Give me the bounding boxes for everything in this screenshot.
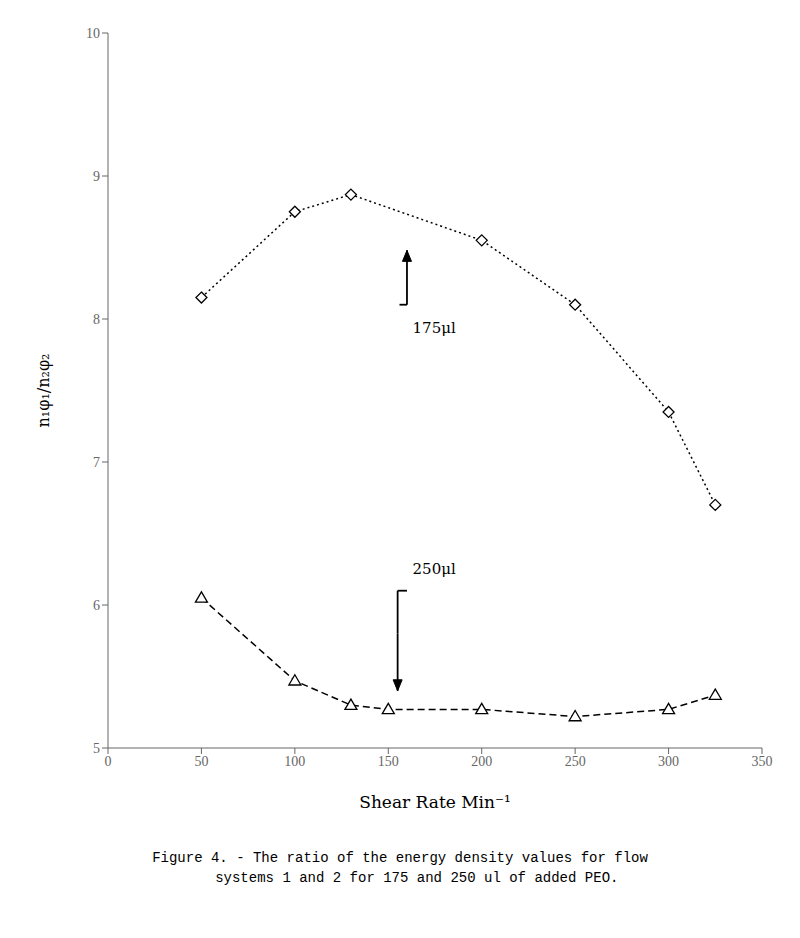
svg-text:8: 8 bbox=[93, 312, 100, 327]
svg-text:100: 100 bbox=[284, 754, 305, 769]
svg-text:175μl: 175μl bbox=[413, 319, 456, 337]
svg-text:6: 6 bbox=[93, 598, 100, 613]
svg-text:150: 150 bbox=[378, 754, 399, 769]
svg-text:250: 250 bbox=[565, 754, 586, 769]
svg-text:9: 9 bbox=[93, 169, 100, 184]
svg-text:7: 7 bbox=[93, 455, 100, 470]
svg-text:300: 300 bbox=[658, 754, 679, 769]
html-text:systems 1 and 2 for 175 and 25: systems 1 and 2 for 175 and 250 ul of ad… bbox=[181, 870, 619, 886]
svg-text:10: 10 bbox=[86, 26, 100, 41]
svg-text:5: 5 bbox=[93, 741, 100, 756]
svg-text:350: 350 bbox=[752, 754, 773, 769]
svg-text:200: 200 bbox=[471, 754, 492, 769]
svg-text:250μl: 250μl bbox=[413, 560, 456, 578]
svg-text:0: 0 bbox=[105, 754, 112, 769]
html-text:Figure 4. - The ratio of the e: Figure 4. - The ratio of the energy dens… bbox=[152, 850, 648, 866]
svg-text:Shear Rate Min⁻¹: Shear Rate Min⁻¹ bbox=[359, 792, 511, 812]
svg-text:n₁φ₁/n₂φ₂: n₁φ₁/n₂φ₂ bbox=[34, 353, 53, 427]
svg-text:50: 50 bbox=[194, 754, 208, 769]
